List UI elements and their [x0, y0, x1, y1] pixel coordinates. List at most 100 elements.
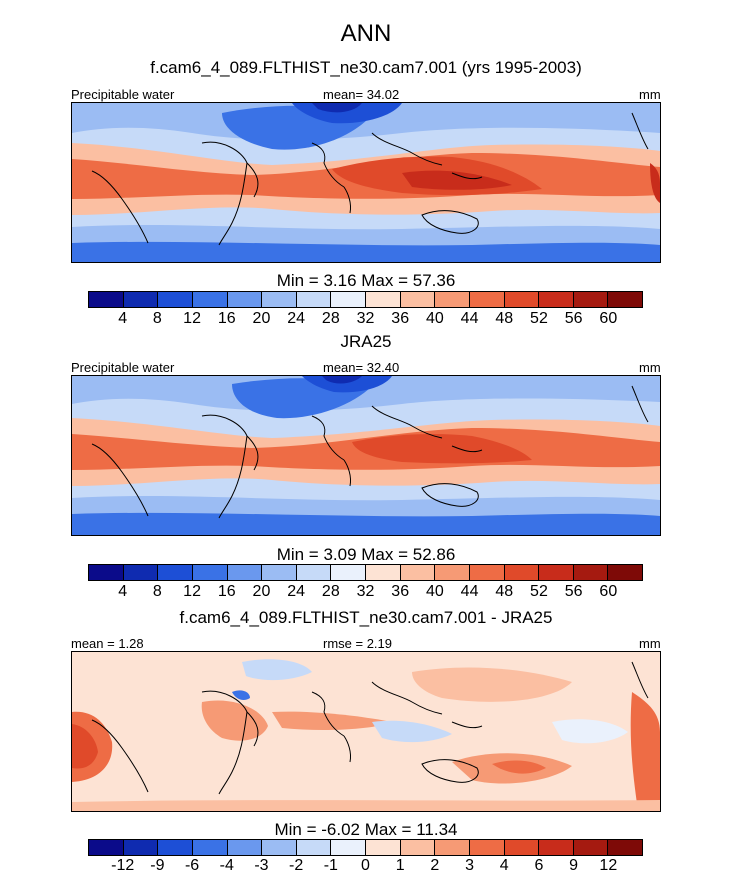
panel-2-tick-label: 48 — [495, 583, 514, 600]
panel-1-colorbar-box — [435, 292, 470, 307]
panel-1-colorbar-box — [158, 292, 193, 307]
panel-2-colorbar-box — [573, 565, 609, 580]
panel-2-mean-label: mean= 32.40 — [323, 360, 400, 375]
panel-3-tick-label: -6 — [184, 857, 200, 874]
panel-3-minmax: Min = -6.02 Max = 11.34 — [274, 820, 458, 839]
panel-3-colorbar-box — [331, 840, 366, 855]
panel-1-tick-label: 36 — [391, 310, 410, 327]
panel-2-map — [71, 375, 661, 536]
panel-1-colorbar-box — [539, 292, 574, 307]
panel-2-colorbar-box — [366, 565, 401, 580]
panel-1-map — [71, 102, 661, 263]
panel-3-colorbar-box — [435, 840, 470, 855]
panel-3-tick-label: -4 — [219, 857, 234, 874]
panel-1-tick-label: 16 — [217, 310, 236, 327]
panel-1-tick-label: 28 — [321, 310, 340, 327]
panel-3-tick-label: -12 — [111, 857, 135, 874]
panel-2-colorbar-box — [331, 565, 366, 580]
panel-3-colorbar-box — [573, 840, 609, 855]
panel-2-colorbar — [88, 564, 643, 581]
panel-2-variable-label: Precipitable water — [71, 360, 175, 375]
panel-2-units-label: mm — [639, 360, 661, 375]
panel-1-units-label: mm — [639, 87, 661, 102]
panel-2-tick-label: 16 — [217, 583, 236, 600]
panel-1-title: f.cam6_4_089.FLTHIST_ne30.cam7.001 (yrs … — [150, 58, 582, 77]
panel-1-colorbar-box — [262, 292, 297, 307]
panel-1-map-field — [72, 103, 660, 262]
panel-1-colorbar-box — [400, 292, 436, 307]
panel-1-colorbar-box — [227, 292, 263, 307]
panel-1-tick-label: 48 — [495, 310, 514, 327]
panel-1-tick-label: 24 — [287, 310, 306, 327]
panel-1-variable-label: Precipitable water — [71, 87, 175, 102]
panel-1-tick-label: 40 — [425, 310, 444, 327]
panel-1-tick-label: 32 — [356, 310, 375, 327]
panel-3-tick-label: 2 — [430, 857, 440, 874]
panel-1-colorbar-box — [469, 292, 505, 307]
panel-2-colorbar-box — [192, 565, 228, 580]
panel-2-colorbar-ticks: 4 8 12 16 20 24 28 32 36 40 44 48 52 56 … — [88, 583, 643, 603]
panel-3-colorbar-box — [262, 840, 297, 855]
panel-3-colorbar-box — [366, 840, 401, 855]
panel-2-title: JRA25 — [340, 332, 392, 351]
panel-3-tick-label: 0 — [361, 857, 370, 874]
panel-3-colorbar-box — [608, 840, 642, 855]
panel-1-tick-label: 52 — [530, 310, 548, 327]
panel-3-colorbar — [88, 839, 643, 856]
panel-1-colorbar-box — [573, 292, 609, 307]
panel-3-tick-label: 3 — [465, 857, 475, 874]
panel-2-tick-label: 8 — [152, 583, 162, 600]
panel-1-tick-label: 20 — [252, 310, 271, 327]
panel-1-mean-label: mean= 34.02 — [323, 87, 400, 102]
panel-1-colorbar — [88, 291, 643, 308]
panel-1-tick-label: 60 — [599, 310, 618, 327]
panel-3-tick-label: 1 — [395, 857, 405, 874]
panel-3-colorbar-box — [158, 840, 193, 855]
panel-3-tick-label: -9 — [150, 857, 165, 874]
figure-title: ANN — [340, 20, 392, 47]
panel-2-colorbar-box — [123, 565, 159, 580]
panel-3-colorbar-box — [469, 840, 505, 855]
panel-2-colorbar-box — [504, 565, 540, 580]
panel-1-tick-label: 4 — [118, 310, 128, 327]
panel-1-tick-label: 8 — [152, 310, 162, 327]
panel-3-colorbar-ticks: -12 -9 -6 -4 -3 -2 -1 0 1 2 3 4 6 9 12 — [88, 857, 643, 877]
panel-3-colorbar-box — [227, 840, 263, 855]
panel-2-colorbar-box — [469, 565, 505, 580]
panel-3-rmse-label: rmse = 2.19 — [323, 636, 393, 651]
panel-1-colorbar-ticks: 4 8 12 16 20 24 28 32 36 40 44 48 52 56 … — [88, 310, 643, 330]
panel-2-map-field — [72, 376, 660, 535]
panel-2-tick-label: 24 — [287, 583, 306, 600]
panel-1-minmax: Min = 3.16 Max = 57.36 — [276, 271, 456, 290]
panel-2-tick-label: 4 — [118, 583, 128, 600]
panel-2-tick-label: 28 — [321, 583, 340, 600]
panel-2-colorbar-box — [158, 565, 193, 580]
panel-3-colorbar-box — [123, 840, 159, 855]
panel-2-tick-label: 44 — [460, 583, 479, 600]
panel-3-tick-label: 6 — [534, 857, 544, 874]
panel-2-tick-label: 32 — [356, 583, 375, 600]
panel-2-tick-label: 12 — [183, 583, 201, 600]
panel-3-tick-label: 4 — [499, 857, 509, 874]
panel-3-map — [71, 651, 661, 812]
panel-2-tick-label: 36 — [391, 583, 410, 600]
panel-2-tick-label: 52 — [530, 583, 548, 600]
panel-3-colorbar-box — [400, 840, 436, 855]
panel-3-tick-label: -3 — [254, 857, 269, 874]
panel-1-colorbar-box — [504, 292, 540, 307]
panel-2-tick-label: 40 — [425, 583, 444, 600]
panel-2-colorbar-box — [227, 565, 263, 580]
panel-1-colorbar-box — [331, 292, 366, 307]
panel-3-colorbar-box — [539, 840, 574, 855]
panel-1-tick-label: 12 — [183, 310, 201, 327]
panel-1-colorbar-box — [123, 292, 159, 307]
panel-3-mean-label: mean = 1.28 — [71, 636, 144, 651]
panel-1-colorbar-box — [608, 292, 642, 307]
panel-3-tick-label: 9 — [569, 857, 579, 874]
panel-3-units-label: mm — [639, 636, 661, 651]
panel-3-colorbar-box — [192, 840, 228, 855]
panel-3-tick-label: -2 — [289, 857, 304, 874]
panel-2-colorbar-box — [608, 565, 642, 580]
panel-3-title: f.cam6_4_089.FLTHIST_ne30.cam7.001 - JRA… — [179, 608, 553, 627]
panel-1-colorbar-box — [366, 292, 401, 307]
